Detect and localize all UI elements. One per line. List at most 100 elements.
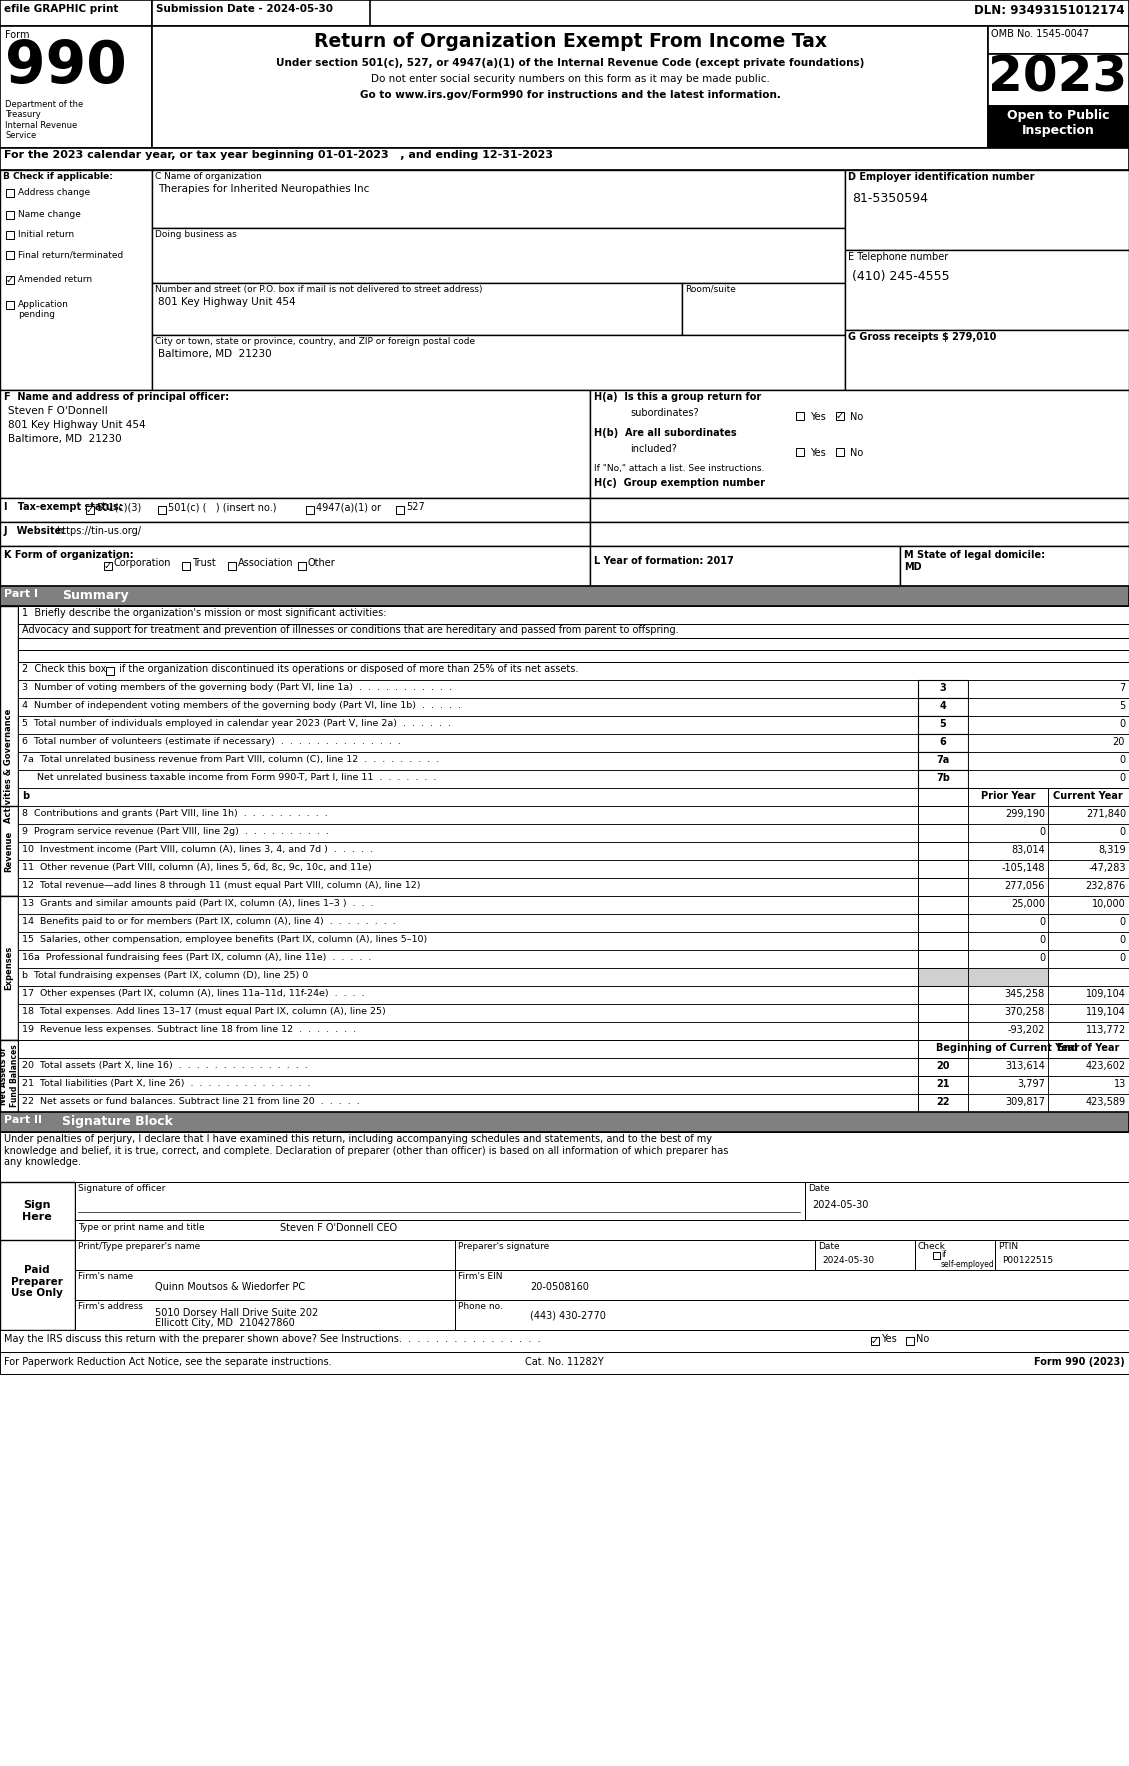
Bar: [968, 752, 1129, 770]
Text: Net Assets or
Fund Balances: Net Assets or Fund Balances: [0, 1045, 19, 1107]
Text: OMB No. 1545-0047: OMB No. 1545-0047: [991, 28, 1089, 39]
Text: 2023: 2023: [988, 55, 1128, 102]
Text: 801 Key Highway Unit 454: 801 Key Highway Unit 454: [8, 420, 146, 429]
Bar: [968, 715, 1129, 735]
Bar: [0, 546, 590, 586]
Bar: [682, 283, 844, 336]
Text: 313,614: 313,614: [1005, 1061, 1045, 1070]
Bar: [18, 662, 1129, 680]
Bar: [968, 950, 1048, 968]
Text: 7b: 7b: [936, 774, 949, 782]
Bar: [918, 842, 968, 860]
Text: 8,319: 8,319: [1099, 844, 1126, 855]
Text: 10  Investment income (Part VIII, column (A), lines 3, 4, and 7d )  .  .  .  .  : 10 Investment income (Part VIII, column …: [21, 844, 373, 855]
Bar: [0, 1040, 18, 1113]
Bar: [18, 895, 918, 915]
Text: Under section 501(c), 527, or 4947(a)(1) of the Internal Revenue Code (except pr: Under section 501(c), 527, or 4947(a)(1)…: [275, 58, 864, 69]
Text: I   Tax-exempt status:: I Tax-exempt status:: [5, 502, 123, 512]
Text: 2  Check this box: 2 Check this box: [21, 664, 106, 675]
Bar: [918, 1005, 968, 1023]
Bar: [805, 1181, 1129, 1220]
Bar: [228, 562, 236, 570]
Text: Yes: Yes: [809, 449, 825, 457]
Text: 0: 0: [1120, 934, 1126, 945]
Bar: [0, 170, 152, 390]
Bar: [75, 1270, 455, 1300]
Bar: [590, 546, 900, 586]
Text: 16a  Professional fundraising fees (Part IX, column (A), line 11e)  .  .  .  .  : 16a Professional fundraising fees (Part …: [21, 954, 371, 962]
Bar: [1048, 1005, 1129, 1023]
Bar: [18, 860, 918, 878]
Bar: [1048, 895, 1129, 915]
Text: if the organization discontinued its operations or disposed of more than 25% of : if the organization discontinued its ope…: [116, 664, 578, 675]
Text: subordinates?: subordinates?: [630, 408, 699, 419]
Text: 0: 0: [1039, 954, 1045, 962]
Bar: [918, 932, 968, 950]
Text: Date: Date: [808, 1183, 830, 1194]
Text: H(a)  Is this a group return for: H(a) Is this a group return for: [594, 392, 761, 403]
Text: Association: Association: [238, 558, 294, 569]
Text: Application
pending: Application pending: [18, 300, 69, 320]
Bar: [918, 985, 968, 1005]
Text: 0: 0: [1120, 917, 1126, 927]
Bar: [815, 1240, 914, 1270]
Text: 20  Total assets (Part X, line 16)  .  .  .  .  .  .  .  .  .  .  .  .  .  .  .: 20 Total assets (Part X, line 16) . . . …: [21, 1061, 308, 1070]
Text: Prior Year: Prior Year: [981, 791, 1035, 802]
Text: Ellicott City, MD  210427860: Ellicott City, MD 210427860: [155, 1317, 295, 1328]
Bar: [918, 1093, 968, 1113]
Bar: [1048, 915, 1129, 932]
Text: DLN: 93493151012174: DLN: 93493151012174: [974, 4, 1124, 18]
Text: 19  Revenue less expenses. Subtract line 18 from line 12  .  .  .  .  .  .  .: 19 Revenue less expenses. Subtract line …: [21, 1024, 356, 1035]
Bar: [968, 680, 1129, 698]
Bar: [918, 735, 968, 752]
Bar: [968, 1058, 1048, 1075]
Bar: [900, 546, 1129, 586]
Text: 13  Grants and similar amounts paid (Part IX, column (A), lines 1–3 )  .  .  .: 13 Grants and similar amounts paid (Part…: [21, 899, 374, 908]
Text: ✓: ✓: [870, 1337, 879, 1346]
Text: Advocacy and support for treatment and prevention of illnesses or conditions tha: Advocacy and support for treatment and p…: [21, 625, 679, 636]
Bar: [988, 106, 1129, 148]
Text: No: No: [916, 1333, 929, 1344]
Text: 17  Other expenses (Part IX, column (A), lines 11a–11d, 11f-24e)  .  .  .  .: 17 Other expenses (Part IX, column (A), …: [21, 989, 365, 998]
Text: 20: 20: [1112, 736, 1124, 747]
Bar: [18, 1075, 918, 1093]
Bar: [933, 1252, 939, 1259]
Bar: [968, 805, 1048, 825]
Text: No: No: [850, 449, 864, 457]
Text: 423,602: 423,602: [1086, 1061, 1126, 1070]
Text: Firm's EIN: Firm's EIN: [458, 1272, 502, 1280]
Bar: [918, 878, 968, 895]
Bar: [835, 411, 844, 420]
Bar: [968, 735, 1129, 752]
Bar: [18, 650, 1129, 662]
Bar: [0, 0, 1129, 26]
Text: -93,202: -93,202: [1007, 1024, 1045, 1035]
Bar: [75, 1181, 805, 1220]
Bar: [18, 950, 918, 968]
Text: For Paperwork Reduction Act Notice, see the separate instructions.: For Paperwork Reduction Act Notice, see …: [5, 1356, 332, 1367]
Text: 271,840: 271,840: [1086, 809, 1126, 819]
Text: https://tin-us.org/: https://tin-us.org/: [56, 526, 141, 537]
Text: C Name of organization: C Name of organization: [155, 171, 262, 180]
Bar: [18, 698, 918, 715]
Bar: [870, 1337, 879, 1346]
Bar: [0, 1132, 1129, 1181]
Text: Address change: Address change: [18, 187, 90, 198]
Text: 20: 20: [936, 1061, 949, 1070]
Text: 0: 0: [1039, 826, 1045, 837]
Bar: [968, 1040, 1048, 1058]
Text: Type or print name and title: Type or print name and title: [78, 1224, 204, 1233]
Text: 5  Total number of individuals employed in calendar year 2023 (Part V, line 2a) : 5 Total number of individuals employed i…: [21, 719, 450, 728]
Text: 527: 527: [406, 502, 425, 512]
Text: Baltimore, MD  21230: Baltimore, MD 21230: [8, 434, 122, 443]
Bar: [968, 825, 1048, 842]
Bar: [455, 1270, 1129, 1300]
Bar: [18, 735, 918, 752]
Text: 0: 0: [1039, 934, 1045, 945]
Text: Beginning of Current Year: Beginning of Current Year: [936, 1044, 1079, 1053]
Bar: [1048, 1075, 1129, 1093]
Text: Amended return: Amended return: [18, 275, 93, 284]
Bar: [152, 228, 844, 283]
Text: 14  Benefits paid to or for members (Part IX, column (A), line 4)  .  .  .  .  .: 14 Benefits paid to or for members (Part…: [21, 917, 396, 925]
Text: 990: 990: [5, 39, 126, 95]
